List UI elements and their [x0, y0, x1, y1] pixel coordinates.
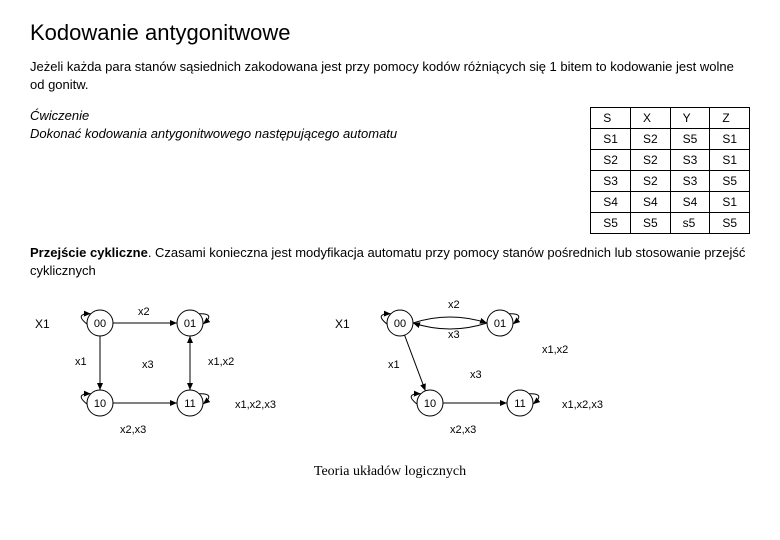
intro-text: Jeżeli każda para stanów sąsiednich zako… [30, 58, 750, 93]
table-cell: S4 [670, 192, 710, 213]
table-cell: S2 [630, 150, 670, 171]
svg-text:x1,x2: x1,x2 [208, 356, 234, 368]
diagram-right: X1 x2 x3 x1 x3 00 01 10 11 x1,x2 x1,x2,x3 x2,x3 [330, 293, 640, 456]
table-row: S1S2S5S1 [591, 129, 750, 150]
table-cell: S5 [710, 213, 750, 234]
svg-text:x3: x3 [142, 359, 154, 371]
svg-text:x2,x3: x2,x3 [120, 424, 146, 436]
exercise-block: Ćwiczenie Dokonać kodowania antygonitwow… [30, 107, 750, 234]
svg-text:00: 00 [394, 318, 406, 330]
svg-text:x1,x2: x1,x2 [542, 344, 568, 356]
table-cell: s5 [670, 213, 710, 234]
table-header-cell: Z [710, 108, 750, 129]
table-header-cell: Y [670, 108, 710, 129]
svg-text:x1,x2,x3: x1,x2,x3 [235, 399, 276, 411]
table-cell: S3 [670, 150, 710, 171]
table-cell: S3 [591, 171, 631, 192]
svg-text:x1: x1 [75, 356, 87, 368]
table-cell: S1 [710, 192, 750, 213]
svg-text:x2,x3: x2,x3 [450, 424, 476, 436]
table-cell: S2 [630, 171, 670, 192]
svg-text:10: 10 [424, 398, 436, 410]
state-table: SXYZ S1S2S5S1S2S2S3S1S3S2S3S5S4S4S4S1S5S… [590, 107, 750, 234]
table-cell: S2 [630, 129, 670, 150]
table-cell: S5 [670, 129, 710, 150]
table-cell: S1 [591, 129, 631, 150]
table-row: S2S2S3S1 [591, 150, 750, 171]
exercise-label: Ćwiczenie [30, 108, 89, 123]
footer-text: Teoria układów logicznych [30, 464, 750, 480]
table-cell: S2 [591, 150, 631, 171]
svg-text:x1: x1 [388, 359, 400, 371]
svg-text:11: 11 [184, 398, 195, 410]
svg-text:11: 11 [514, 398, 525, 410]
table-cell: S5 [591, 213, 631, 234]
svg-text:x2: x2 [138, 306, 150, 318]
svg-text:X1: X1 [35, 317, 50, 331]
svg-text:x1,x2,x3: x1,x2,x3 [562, 399, 603, 411]
table-cell: S5 [630, 213, 670, 234]
table-cell: S4 [630, 192, 670, 213]
svg-text:X1: X1 [335, 317, 350, 331]
svg-text:01: 01 [184, 318, 196, 330]
exercise-text: Ćwiczenie Dokonać kodowania antygonitwow… [30, 107, 570, 142]
table-cell: S3 [670, 171, 710, 192]
svg-text:x3: x3 [470, 369, 482, 381]
table-header-cell: X [630, 108, 670, 129]
svg-text:x2: x2 [448, 299, 460, 311]
table-row: S3S2S3S5 [591, 171, 750, 192]
page-title: Kodowanie antygonitwowe [30, 20, 750, 46]
exercise-task: Dokonać kodowania antygonitwowego następ… [30, 126, 397, 141]
table-header-cell: S [591, 108, 631, 129]
table-row: S5S5s5S5 [591, 213, 750, 234]
diagram-left: X1 x2 x1 x3 x1,x2 00 01 10 11 x1,x2,x3 x2,x3 [30, 293, 310, 456]
svg-text:01: 01 [494, 318, 506, 330]
table-cell: S5 [710, 171, 750, 192]
svg-text:10: 10 [94, 398, 106, 410]
subtitle-bold: Przejście cykliczne [30, 245, 148, 260]
table-cell: S1 [710, 129, 750, 150]
subtitle: Przejście cykliczne. Czasami konieczna j… [30, 244, 750, 279]
svg-text:00: 00 [94, 318, 106, 330]
table-cell: S1 [710, 150, 750, 171]
table-cell: S4 [591, 192, 631, 213]
table-row: S4S4S4S1 [591, 192, 750, 213]
svg-text:x3: x3 [448, 329, 460, 341]
diagrams-row: X1 x2 x1 x3 x1,x2 00 01 10 11 x1,x2,x3 x2,x3 X1 x2 x… [30, 293, 750, 456]
